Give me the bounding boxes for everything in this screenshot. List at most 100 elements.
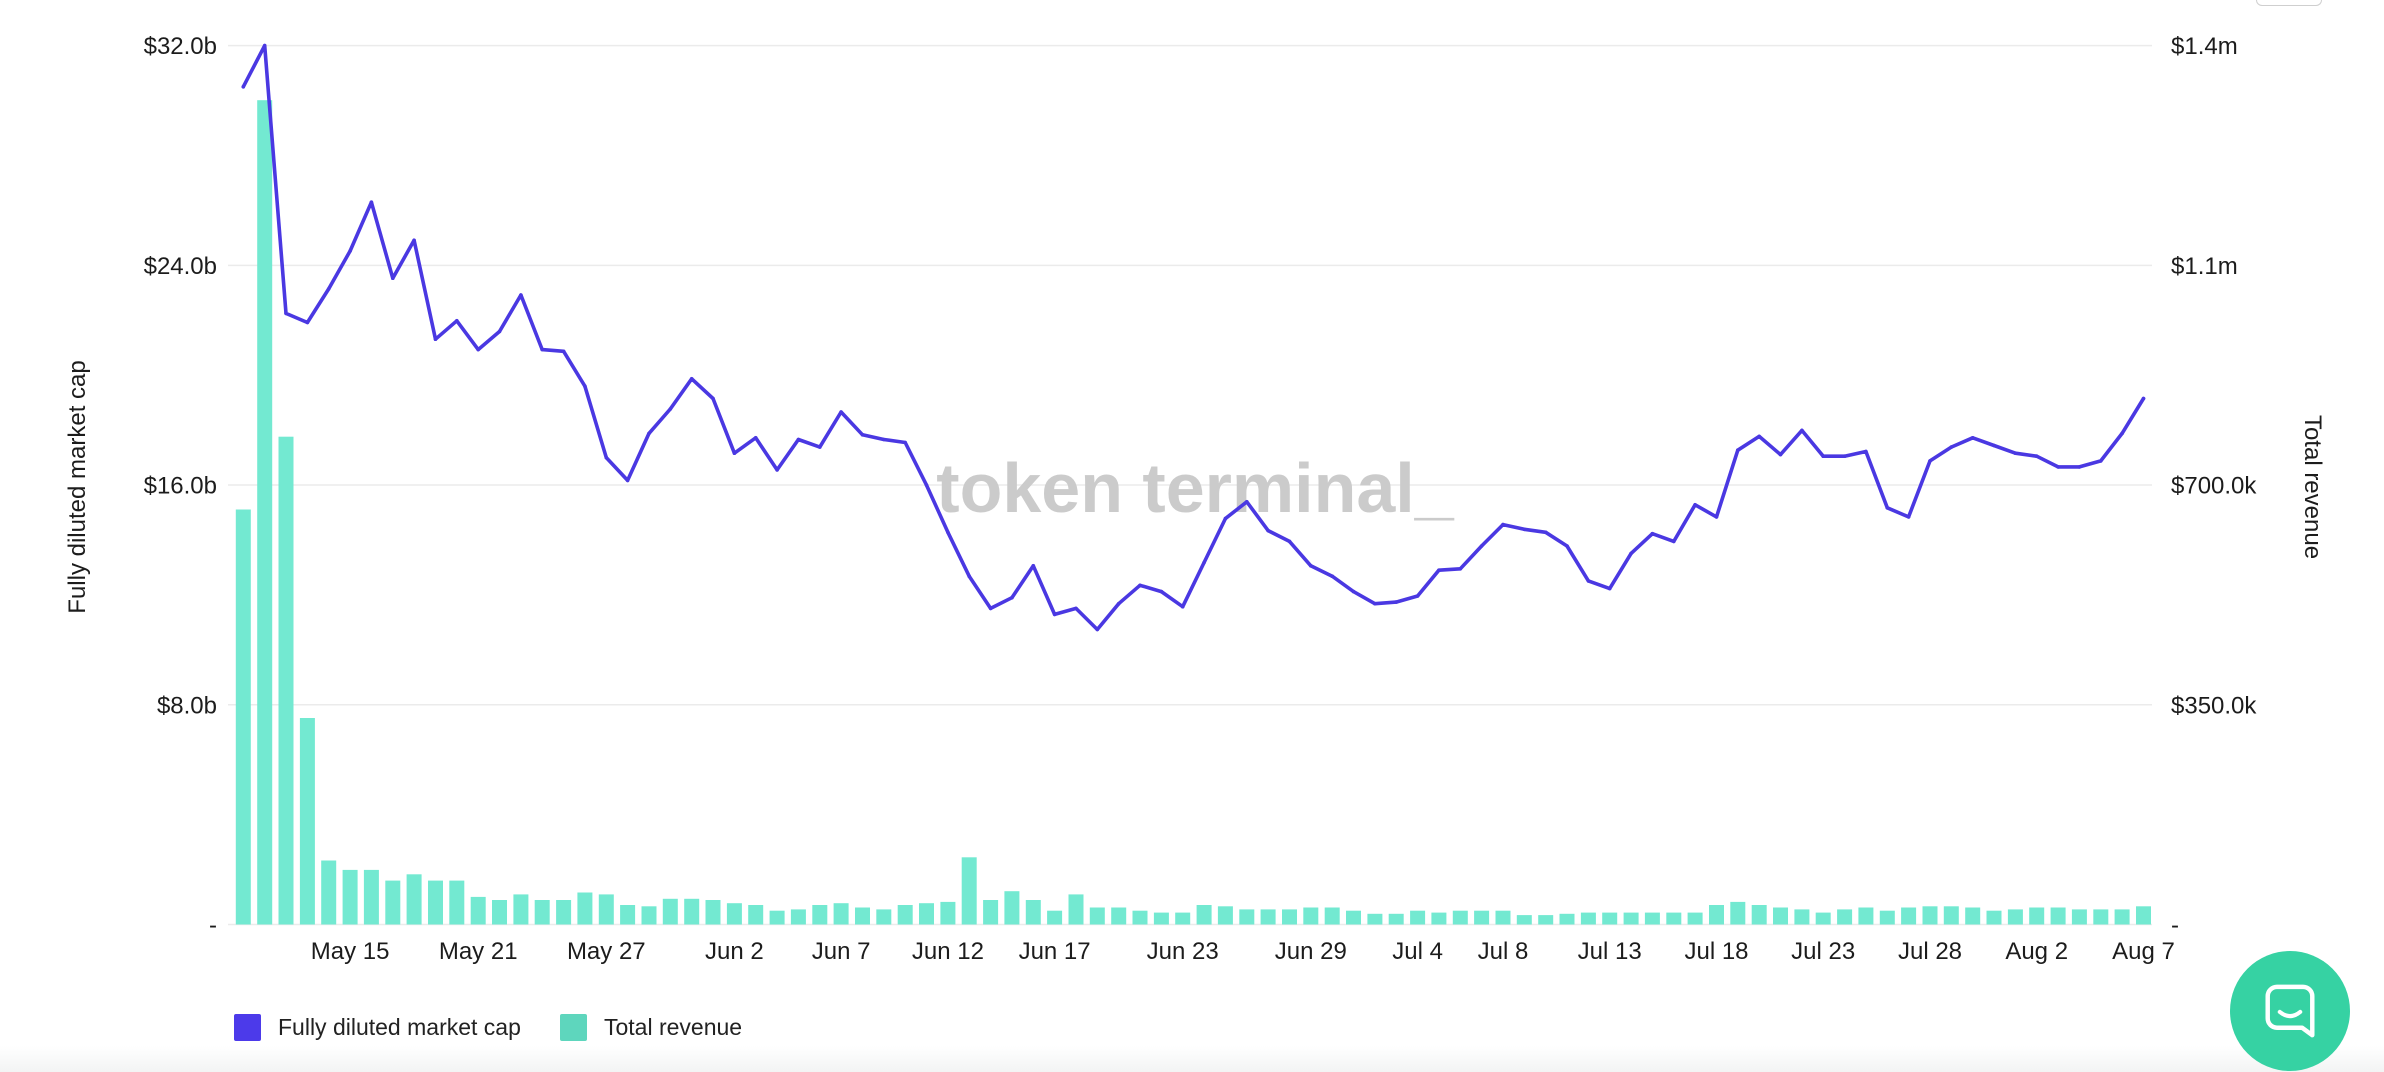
revenue-bar[interactable] bbox=[1217, 906, 1233, 925]
revenue-bar[interactable] bbox=[1901, 907, 1917, 925]
revenue-bar[interactable] bbox=[1367, 913, 1383, 925]
revenue-bar[interactable] bbox=[1538, 915, 1554, 925]
market-cap-point[interactable] bbox=[625, 478, 630, 483]
revenue-bar[interactable] bbox=[449, 880, 465, 925]
revenue-bar[interactable] bbox=[876, 909, 892, 925]
market-cap-point[interactable] bbox=[860, 433, 865, 437]
market-cap-point[interactable] bbox=[1928, 459, 1932, 463]
revenue-bar[interactable] bbox=[1474, 910, 1490, 925]
revenue-bar[interactable] bbox=[748, 905, 764, 925]
market-cap-point[interactable] bbox=[1458, 567, 1463, 571]
top-right-toggle-button[interactable] bbox=[2256, 0, 2322, 6]
market-cap-point[interactable] bbox=[1778, 452, 1783, 457]
market-cap-point[interactable] bbox=[1522, 527, 1527, 532]
market-cap-point[interactable] bbox=[882, 437, 886, 442]
market-cap-point[interactable] bbox=[2056, 465, 2060, 469]
revenue-bar[interactable] bbox=[1602, 912, 1618, 925]
market-cap-point[interactable] bbox=[1202, 560, 1206, 565]
market-cap-point[interactable] bbox=[1565, 544, 1569, 548]
revenue-bar[interactable] bbox=[342, 869, 358, 925]
market-cap-point[interactable] bbox=[818, 445, 822, 449]
revenue-bar[interactable] bbox=[1196, 905, 1212, 925]
market-cap-point[interactable] bbox=[583, 384, 587, 389]
market-cap-point[interactable] bbox=[1309, 564, 1313, 568]
market-cap-point[interactable] bbox=[2141, 396, 2146, 401]
market-cap-point[interactable] bbox=[2034, 454, 2039, 459]
market-cap-point[interactable] bbox=[2120, 431, 2124, 436]
revenue-bar[interactable] bbox=[662, 898, 678, 925]
market-cap-point[interactable] bbox=[2013, 451, 2018, 456]
market-cap-point[interactable] bbox=[369, 200, 374, 204]
revenue-bar[interactable] bbox=[1943, 906, 1959, 925]
revenue-bar[interactable] bbox=[1644, 912, 1660, 925]
revenue-bar[interactable] bbox=[2007, 909, 2023, 925]
market-cap-point[interactable] bbox=[1970, 436, 1975, 440]
market-cap-point[interactable] bbox=[967, 574, 971, 578]
market-cap-point[interactable] bbox=[1180, 604, 1185, 609]
revenue-bar[interactable] bbox=[235, 509, 251, 925]
market-cap-point[interactable] bbox=[796, 437, 801, 442]
revenue-bar[interactable] bbox=[534, 900, 550, 925]
revenue-bar[interactable] bbox=[1965, 907, 1981, 925]
revenue-bar[interactable] bbox=[1837, 909, 1853, 925]
market-cap-point[interactable] bbox=[1437, 568, 1441, 572]
market-cap-point[interactable] bbox=[1010, 595, 1014, 600]
revenue-bar[interactable] bbox=[1388, 913, 1404, 925]
market-cap-point[interactable] bbox=[1052, 612, 1057, 617]
revenue-bar[interactable] bbox=[1666, 912, 1682, 925]
revenue-bar[interactable] bbox=[1153, 912, 1169, 925]
revenue-bar[interactable] bbox=[598, 894, 614, 925]
revenue-bar[interactable] bbox=[620, 905, 636, 925]
market-cap-point[interactable] bbox=[1864, 449, 1868, 454]
market-cap-point[interactable] bbox=[775, 468, 779, 472]
revenue-bar[interactable] bbox=[1047, 910, 1063, 925]
revenue-bar[interactable] bbox=[1751, 905, 1767, 925]
market-cap-point[interactable] bbox=[732, 451, 737, 456]
market-cap-point[interactable] bbox=[903, 440, 907, 445]
revenue-bar[interactable] bbox=[2029, 907, 2045, 925]
market-cap-point[interactable] bbox=[476, 347, 481, 352]
revenue-bar[interactable] bbox=[556, 900, 572, 925]
revenue-bar[interactable] bbox=[1623, 912, 1639, 925]
revenue-bar[interactable] bbox=[2050, 907, 2066, 925]
revenue-bar[interactable] bbox=[278, 436, 294, 925]
market-cap-point[interactable] bbox=[753, 436, 758, 440]
revenue-bar[interactable] bbox=[2136, 906, 2151, 925]
market-cap-point[interactable] bbox=[326, 287, 331, 291]
market-cap-point[interactable] bbox=[1116, 601, 1121, 606]
revenue-bar[interactable] bbox=[406, 874, 422, 925]
revenue-bar[interactable] bbox=[1303, 907, 1319, 925]
legend-item-market-cap[interactable]: Fully diluted market cap bbox=[234, 1014, 521, 1041]
revenue-bar[interactable] bbox=[577, 892, 593, 925]
market-cap-point[interactable] bbox=[519, 293, 523, 297]
market-cap-line[interactable] bbox=[241, 43, 2146, 632]
market-cap-point[interactable] bbox=[1479, 544, 1484, 548]
market-cap-point[interactable] bbox=[1031, 564, 1036, 568]
revenue-bar[interactable] bbox=[299, 718, 315, 925]
revenue-bar[interactable] bbox=[1495, 910, 1511, 925]
market-cap-point[interactable] bbox=[455, 319, 459, 323]
revenue-bar[interactable] bbox=[257, 100, 273, 925]
revenue-bar[interactable] bbox=[790, 909, 806, 925]
market-cap-point[interactable] bbox=[1394, 600, 1398, 604]
revenue-bar[interactable] bbox=[1175, 912, 1191, 925]
market-cap-point[interactable] bbox=[1714, 515, 1719, 519]
revenue-bar[interactable] bbox=[812, 905, 828, 925]
market-cap-point[interactable] bbox=[1672, 539, 1676, 544]
chat-launcher-button[interactable] bbox=[2230, 951, 2350, 1071]
revenue-bar[interactable] bbox=[1068, 894, 1084, 925]
revenue-bar[interactable] bbox=[855, 907, 870, 925]
revenue-bar[interactable] bbox=[1709, 905, 1724, 925]
market-cap-point[interactable] bbox=[689, 377, 694, 381]
market-cap-point[interactable] bbox=[391, 276, 395, 281]
revenue-bar[interactable] bbox=[1004, 891, 1020, 925]
market-cap-point[interactable] bbox=[1650, 531, 1655, 536]
revenue-bar[interactable] bbox=[470, 896, 486, 925]
revenue-bar[interactable] bbox=[684, 898, 700, 925]
revenue-bar[interactable] bbox=[1410, 910, 1426, 925]
revenue-bar[interactable] bbox=[726, 903, 742, 925]
revenue-bar[interactable] bbox=[1346, 910, 1361, 925]
market-cap-point[interactable] bbox=[1287, 539, 1292, 544]
market-cap-point[interactable] bbox=[348, 249, 352, 253]
revenue-bar[interactable] bbox=[1730, 901, 1746, 925]
